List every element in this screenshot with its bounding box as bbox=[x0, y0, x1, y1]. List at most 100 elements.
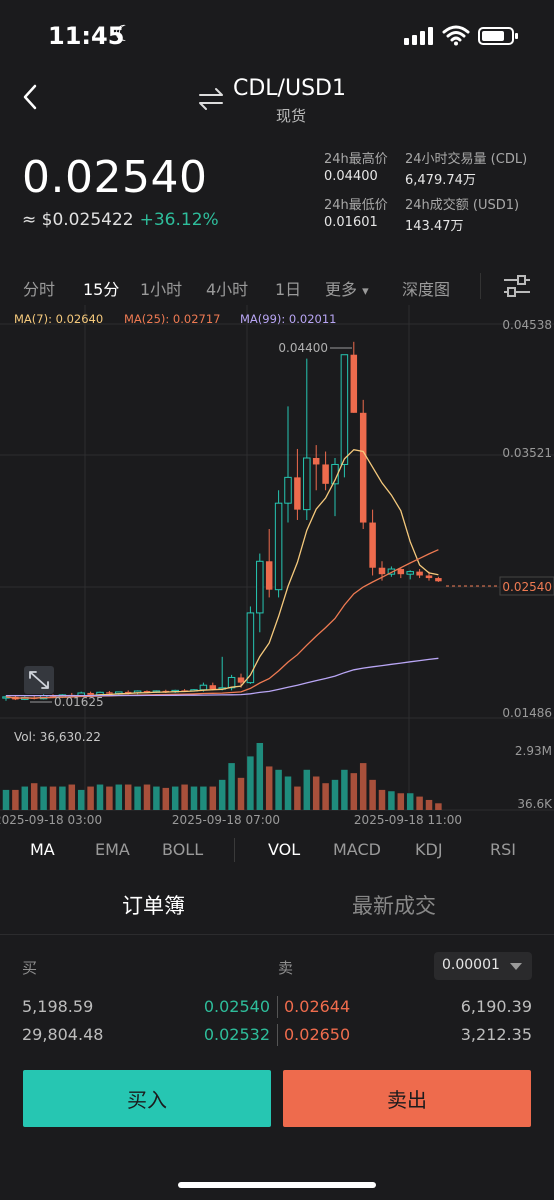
time-axis-label: 2025-09-18 07:00 bbox=[172, 813, 280, 827]
volume-label: Vol: 36,630.22 bbox=[14, 730, 101, 744]
back-icon[interactable] bbox=[16, 80, 46, 114]
candle-body bbox=[416, 571, 423, 576]
volume-bar bbox=[359, 763, 367, 810]
tab-time-sharing[interactable]: 分时 bbox=[23, 280, 56, 299]
candle-body bbox=[106, 692, 113, 694]
indicator-rsi[interactable]: RSI bbox=[490, 840, 516, 859]
status-time: 11:45 bbox=[48, 22, 125, 50]
orderbook-divider bbox=[277, 996, 278, 1018]
volume-bar bbox=[87, 786, 94, 810]
candle-body bbox=[143, 691, 151, 693]
kline-chart[interactable]: MA(7): 0.02640 MA(25): 0.02717 MA(99): 0… bbox=[0, 305, 554, 830]
tab-1h[interactable]: 1小时 bbox=[140, 280, 183, 299]
swap-pair-icon[interactable] bbox=[196, 86, 226, 112]
volume-24h-value: 6,479.74万 bbox=[405, 173, 476, 188]
volume-bar bbox=[237, 777, 245, 810]
high-24h-value: 0.04400 bbox=[324, 169, 378, 184]
expand-chart-icon[interactable] bbox=[24, 666, 54, 694]
volume-bar bbox=[284, 776, 292, 810]
precision-select[interactable]: 0.00001 bbox=[434, 952, 532, 980]
wifi-icon bbox=[442, 25, 470, 46]
indicator-ma[interactable]: MA bbox=[30, 840, 55, 859]
turnover-24h-label: 24h成交额 (USD1) bbox=[405, 198, 520, 213]
volume-bar bbox=[171, 786, 179, 810]
tab-1d[interactable]: 1日 bbox=[275, 280, 302, 299]
volume-bar bbox=[59, 786, 66, 810]
volume-bar bbox=[303, 769, 311, 810]
candle-body bbox=[294, 477, 301, 510]
candle-body bbox=[406, 571, 414, 575]
volume-bar bbox=[397, 793, 405, 810]
candle-body bbox=[322, 464, 329, 484]
volume-bar bbox=[40, 786, 47, 810]
candle-body bbox=[87, 692, 94, 695]
volume-bar bbox=[435, 803, 442, 810]
low-annotation: 0.01625 bbox=[54, 695, 104, 709]
trading-pair-title[interactable]: CDL/USD1 bbox=[233, 76, 346, 101]
volume-bar bbox=[247, 756, 254, 810]
chart-settings-icon[interactable] bbox=[502, 274, 532, 298]
time-axis-label: 2025-09-18 03:00 bbox=[0, 813, 102, 827]
candle-body bbox=[350, 354, 358, 413]
tab-15m[interactable]: 15分 bbox=[83, 280, 120, 299]
divider bbox=[0, 934, 554, 935]
bid-price[interactable]: 0.02532 bbox=[203, 1025, 270, 1044]
volume-bar bbox=[322, 783, 329, 810]
battery-icon bbox=[478, 27, 518, 45]
time-axis-label: 2025-09-18 11:00 bbox=[354, 813, 462, 827]
candle-body bbox=[387, 568, 396, 575]
candle-body bbox=[284, 476, 292, 504]
indicator-vol[interactable]: VOL bbox=[268, 840, 301, 859]
volume-bar bbox=[265, 766, 273, 810]
last-price: 0.02540 bbox=[22, 152, 208, 203]
candle-body bbox=[425, 575, 433, 579]
volume-bar bbox=[406, 793, 414, 810]
chevron-down-icon bbox=[510, 963, 522, 970]
ma99-line bbox=[6, 657, 439, 697]
candle-body bbox=[246, 612, 255, 684]
volume-bar bbox=[12, 789, 19, 810]
candle-body bbox=[378, 567, 386, 575]
orderbook-divider bbox=[277, 1024, 278, 1046]
candle-body bbox=[265, 561, 273, 590]
tab-4h[interactable]: 4小时 bbox=[206, 280, 249, 299]
tab-orderbook[interactable]: 订单簿 bbox=[122, 894, 185, 918]
volume-bar bbox=[96, 784, 104, 810]
volume-bar bbox=[341, 769, 348, 810]
usd-approx-price: ≈ $0.025422 +36.12% bbox=[22, 210, 219, 230]
volume-series bbox=[2, 743, 442, 810]
volume-bar bbox=[181, 784, 188, 810]
indicator-macd[interactable]: MACD bbox=[333, 840, 381, 859]
volume-bar bbox=[77, 789, 85, 810]
tab-recent-trades[interactable]: 最新成交 bbox=[352, 894, 436, 918]
volume-bar bbox=[124, 784, 132, 810]
ask-price[interactable]: 0.02650 bbox=[284, 1025, 351, 1044]
buy-button[interactable]: 买入 bbox=[23, 1070, 271, 1127]
ask-quantity: 3,212.35 bbox=[460, 1025, 532, 1044]
price-axis-label: 0.01486 bbox=[502, 706, 552, 720]
price-axis-label: 0.04538 bbox=[502, 318, 552, 332]
cellular-signal-icon bbox=[404, 27, 434, 45]
volume-bar bbox=[378, 789, 386, 810]
candle-body bbox=[227, 676, 236, 689]
ask-price[interactable]: 0.02644 bbox=[284, 997, 351, 1016]
volume-bar bbox=[106, 786, 113, 810]
ma7-label: MA(7): 0.02640 bbox=[14, 312, 103, 326]
bid-price[interactable]: 0.02540 bbox=[203, 997, 270, 1016]
candle-body bbox=[124, 691, 132, 693]
candle-body bbox=[274, 502, 283, 591]
usd-approx-value: ≈ $0.025422 bbox=[22, 210, 134, 230]
volume-bar bbox=[416, 796, 423, 810]
tab-more[interactable]: 更多 ▾ bbox=[325, 276, 369, 300]
tab-depth-chart[interactable]: 深度图 bbox=[402, 280, 451, 299]
indicator-ema[interactable]: EMA bbox=[95, 840, 130, 859]
volume-bar bbox=[425, 799, 433, 810]
high-24h-label: 24h最高价 bbox=[324, 152, 388, 167]
volume-bar bbox=[294, 786, 301, 810]
indicator-kdj[interactable]: KDJ bbox=[415, 840, 443, 859]
indicator-boll[interactable]: BOLL bbox=[162, 840, 204, 859]
sell-button[interactable]: 卖出 bbox=[283, 1070, 531, 1127]
volume-bar bbox=[115, 784, 123, 810]
volume-bar bbox=[218, 779, 226, 810]
volume-24h-label: 24小时交易量 (CDL) bbox=[405, 152, 528, 167]
